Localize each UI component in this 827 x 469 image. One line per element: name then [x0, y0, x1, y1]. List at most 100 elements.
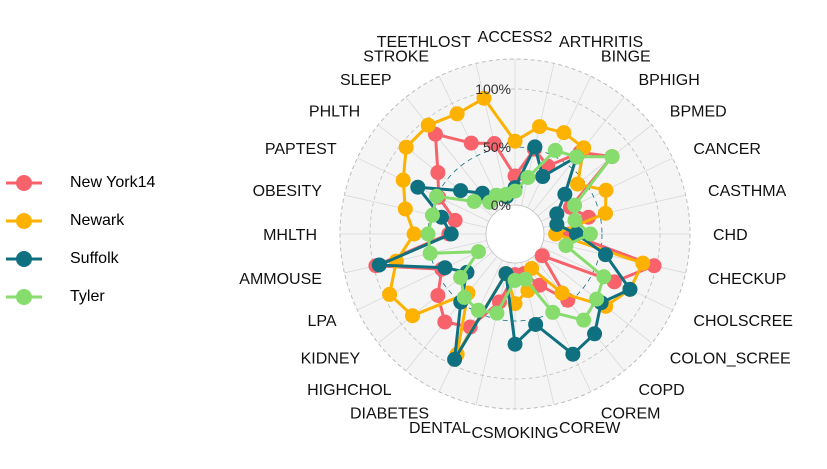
- axis-label-bpmed: BPMED: [670, 104, 727, 121]
- grid-ring-100: [369, 88, 661, 380]
- data-point-suffolk: [622, 281, 638, 297]
- axis-label-casthma: CASTHMA: [708, 183, 787, 200]
- legend-label-newark: Newark: [70, 212, 125, 229]
- data-point-newark: [635, 255, 651, 271]
- axis-label-cholscreen: CHOLSCREE: [693, 313, 793, 330]
- data-point-suffolk: [528, 316, 544, 332]
- axis-label-chd: CHD: [713, 227, 748, 244]
- data-point-newark: [397, 201, 413, 217]
- data-point-tyler: [604, 149, 620, 165]
- data-point-newark: [554, 285, 570, 301]
- radial-tick-label: 0%: [491, 197, 511, 213]
- spoke-line: [475, 63, 509, 206]
- data-point-newark: [398, 139, 414, 155]
- legend-swatch-new-york14: [6, 175, 42, 191]
- data-point-new-york14: [447, 212, 463, 228]
- data-point-tyler: [589, 291, 605, 307]
- data-point-suffolk: [507, 336, 523, 352]
- axis-label-paptest: PAPTEST: [265, 141, 337, 158]
- data-point-suffolk: [549, 206, 565, 222]
- data-point-tyler: [520, 169, 536, 185]
- spoke-line: [357, 246, 490, 311]
- data-point-newark: [420, 117, 436, 133]
- data-point-suffolk: [527, 139, 543, 155]
- data-point-tyler: [568, 149, 584, 165]
- data-point-newark: [395, 172, 411, 188]
- axis-label-bphigh: BPHIGH: [638, 72, 699, 89]
- data-point-suffolk: [557, 186, 573, 202]
- spoke-line: [344, 194, 487, 228]
- axis-label-corew: COREW: [559, 420, 621, 437]
- data-point-tyler: [470, 244, 486, 260]
- data-point-newark: [570, 176, 586, 192]
- data-point-tyler: [420, 226, 436, 242]
- legend-swatch-newark: [6, 213, 42, 229]
- data-point-suffolk: [549, 216, 565, 232]
- legend-item-newark: Newark: [0, 206, 200, 236]
- legend-swatch-suffolk: [6, 251, 42, 267]
- legend-label-new-york14: New York14: [70, 174, 156, 191]
- axis-label-kidney: KIDNEY: [301, 350, 361, 367]
- axis-label-sleep: SLEEP: [340, 72, 392, 89]
- axis-label-highchol: HIGHCHOL: [307, 382, 392, 399]
- data-point-new-york14: [486, 136, 502, 152]
- data-point-new-york14: [646, 258, 662, 274]
- axis-label-arthritis: ARTHRITIS: [559, 34, 643, 51]
- axis-label-cancer: CANCER: [693, 141, 761, 158]
- data-point-tyler: [558, 238, 574, 254]
- legend-item-new-york14: New York14: [0, 168, 200, 198]
- axis-label-access2: ACCESS2: [478, 29, 553, 46]
- spoke-line: [475, 262, 509, 405]
- data-point-newark: [405, 308, 421, 324]
- data-point-suffolk: [437, 260, 453, 276]
- data-point-newark: [449, 106, 465, 122]
- data-point-suffolk: [371, 257, 387, 273]
- legend-item-suffolk: Suffolk: [0, 244, 200, 274]
- data-point-newark: [597, 205, 613, 221]
- axis-label-copd: COPD: [638, 382, 684, 399]
- data-point-tyler: [567, 197, 583, 213]
- legend-label-tyler: Tyler: [70, 288, 105, 305]
- axis-label-obesity: OBESITY: [253, 183, 323, 200]
- axis-label-lpa: LPA: [308, 313, 337, 330]
- data-point-newark: [507, 133, 523, 149]
- axis-label-ammouse: AMMOUSE: [239, 271, 322, 288]
- axis-label-teethlost: TEETHLOST: [377, 34, 471, 51]
- spoke-line: [537, 124, 653, 217]
- data-point-tyler: [596, 269, 612, 285]
- axis-label-stroke: STROKE: [363, 49, 429, 66]
- series-tyler: [420, 142, 620, 328]
- data-point-tyler: [547, 142, 563, 158]
- spokes: [340, 59, 690, 409]
- spoke-line: [405, 256, 498, 372]
- data-point-suffolk: [565, 346, 581, 362]
- legend-marker: [16, 213, 32, 229]
- legend-marker: [16, 251, 32, 267]
- legend-marker: [16, 175, 32, 191]
- data-point-tyler: [576, 312, 592, 328]
- legend-label-suffolk: Suffolk: [70, 250, 119, 267]
- data-point-tyler: [582, 226, 598, 242]
- data-point-suffolk: [587, 326, 603, 342]
- data-point-tyler: [422, 245, 438, 261]
- data-point-suffolk: [597, 247, 613, 263]
- spoke-line: [532, 256, 625, 372]
- data-point-newark: [598, 182, 614, 198]
- axis-label-binge: BINGE: [601, 49, 651, 66]
- data-point-tyler: [545, 304, 561, 320]
- data-point-new-york14: [463, 135, 479, 151]
- data-point-tyler: [470, 302, 486, 318]
- data-point-suffolk: [453, 183, 469, 199]
- data-point-tyler: [498, 186, 514, 202]
- data-point-new-york14: [430, 287, 446, 303]
- data-point-new-york14: [462, 319, 478, 335]
- data-point-suffolk: [535, 169, 551, 185]
- data-point-newark: [382, 286, 398, 302]
- legend-swatch-tyler: [6, 289, 42, 305]
- spoke-line: [527, 76, 592, 209]
- axis-label-colon-screen: COLON_SCREE: [670, 350, 791, 367]
- legend-marker: [16, 289, 32, 305]
- axis-label-phlth: PHLTH: [309, 104, 360, 121]
- data-point-new-york14: [430, 165, 446, 181]
